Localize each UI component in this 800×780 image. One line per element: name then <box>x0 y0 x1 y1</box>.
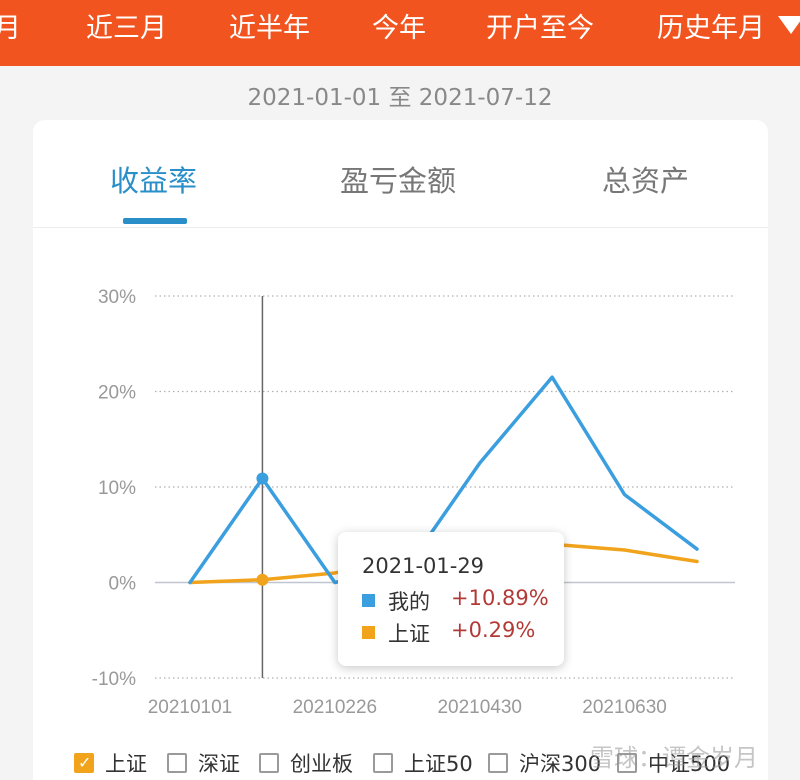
tab-profit-amount[interactable]: 盈亏金额 <box>340 164 457 198</box>
active-tab-indicator <box>123 218 187 224</box>
tooltip-series-value: +10.89% <box>451 586 549 610</box>
benchmark-label: 创业板 <box>290 752 353 776</box>
y-tick-label: 10% <box>98 478 136 499</box>
period-tab-history[interactable]: 历史年月 <box>657 13 765 44</box>
series-swatch-icon <box>362 626 375 639</box>
tooltip-date: 2021-01-29 <box>362 554 485 578</box>
tooltip-series-name: 上证 <box>388 622 430 646</box>
series-line-mine <box>188 375 699 585</box>
x-tick-label: 20210630 <box>582 697 667 718</box>
chart-card: 收益率 盈亏金额 总资产 <box>33 120 768 780</box>
benchmark-label: 深证 <box>198 752 240 776</box>
x-tick-label: 20210430 <box>437 697 522 718</box>
benchmark-label: 中证500 <box>648 752 731 776</box>
y-tick-label: 0% <box>109 574 137 595</box>
y-tick-label: 30% <box>98 287 136 308</box>
watermark: 雪球：谭金岁月 <box>590 744 758 772</box>
y-tick-label: 20% <box>98 383 136 404</box>
checkbox-checked-icon[interactable] <box>74 753 94 773</box>
checkbox-icon[interactable] <box>617 753 637 773</box>
checkbox-icon[interactable] <box>373 753 393 773</box>
checkbox-icon[interactable] <box>488 753 508 773</box>
benchmark-label: 沪深300 <box>519 752 602 776</box>
checkbox-icon[interactable] <box>167 753 187 773</box>
checkbox-icon[interactable] <box>259 753 279 773</box>
x-tick-label: 20210226 <box>293 697 378 718</box>
period-tab-bar: 月 近三月 近半年 今年 开户至今 历史年月 <box>0 0 800 66</box>
chart-tooltip: 2021-01-29 我的 +10.89% 上证 +0.29% <box>338 532 564 666</box>
tab-total-assets[interactable]: 总资产 <box>602 164 690 198</box>
metric-tab-bar: 收益率 盈亏金额 总资产 <box>33 120 768 228</box>
x-tick-label: 20210101 <box>148 697 233 718</box>
benchmark-legend: 上证 深证 创业板 上证50 沪深300 中证500 <box>0 746 800 780</box>
date-range-label: 2021-01-01 至 2021-07-12 <box>247 85 553 111</box>
cursor-point-mine <box>256 472 269 485</box>
series-swatch-icon <box>362 594 375 607</box>
period-tab-this-year[interactable]: 今年 <box>372 13 426 44</box>
period-tab-half-year[interactable]: 近半年 <box>229 13 310 44</box>
tooltip-series-value: +0.29% <box>451 618 536 642</box>
period-tab-month[interactable]: 月 <box>0 13 21 44</box>
tab-return-rate[interactable]: 收益率 <box>110 164 198 198</box>
dropdown-arrow-icon[interactable] <box>778 16 800 34</box>
y-tick-label: -10% <box>92 669 136 690</box>
benchmark-label: 上证 <box>105 752 147 776</box>
period-tab-since-open[interactable]: 开户至今 <box>486 13 594 44</box>
benchmark-label: 上证50 <box>404 752 473 776</box>
cursor-point-shanghai <box>256 573 269 586</box>
tooltip-series-name: 我的 <box>388 590 430 614</box>
period-tab-three-months[interactable]: 近三月 <box>86 13 167 44</box>
